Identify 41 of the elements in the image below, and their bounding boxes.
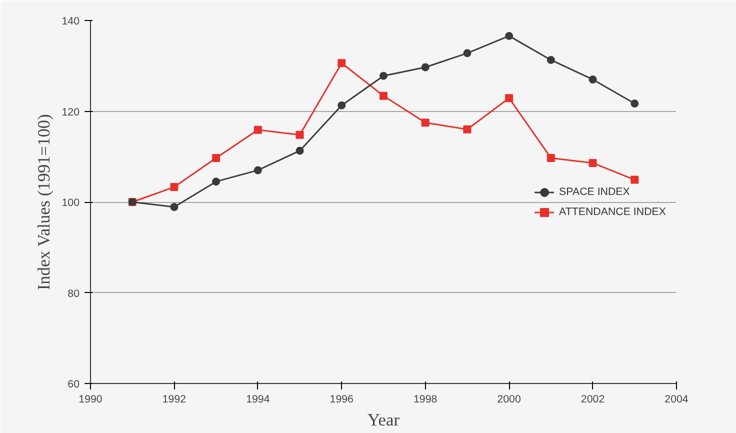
point: [505, 32, 514, 40]
point: [296, 146, 304, 155]
point: [630, 176, 639, 184]
x-axis-title: Year: [368, 410, 400, 430]
x-tick-label: 2000: [497, 394, 521, 406]
y-axis-title: Index Values (1991=100): [34, 114, 54, 290]
point: [338, 59, 346, 68]
legend-label: SPACE INDEX: [559, 186, 630, 198]
x-tick-label: 2002: [580, 394, 605, 406]
point: [505, 94, 514, 102]
point: [588, 75, 597, 84]
y-tick-label: 100: [62, 197, 80, 209]
point: [170, 183, 178, 192]
point: [463, 125, 472, 134]
y-tick-label: 120: [62, 106, 80, 118]
point: [338, 101, 346, 110]
legend-label: ATTENDANCE INDEX: [559, 206, 666, 218]
x-tick-label: 1998: [414, 394, 438, 406]
point: [630, 100, 639, 108]
y-tick-label: 80: [68, 288, 80, 300]
y-tick-label: 140: [62, 16, 80, 28]
point: [296, 130, 304, 139]
point: [421, 63, 430, 72]
point: [421, 118, 430, 127]
point: [254, 166, 262, 174]
point: [546, 56, 555, 64]
point: [463, 49, 472, 58]
point: [254, 126, 262, 134]
point: [212, 178, 220, 186]
x-tick-label: 1994: [246, 394, 270, 406]
y-tick-label: 60: [68, 378, 80, 390]
point: [212, 154, 220, 162]
x-tick-label: 1996: [330, 394, 354, 406]
x-tick-label: 1992: [162, 394, 186, 406]
x-tick-label: 2004: [664, 394, 688, 406]
x-tick-label: 1990: [78, 394, 102, 406]
point: [588, 158, 597, 167]
point: [546, 154, 555, 162]
point: [380, 92, 388, 100]
point: [170, 203, 178, 211]
point: [380, 72, 388, 80]
